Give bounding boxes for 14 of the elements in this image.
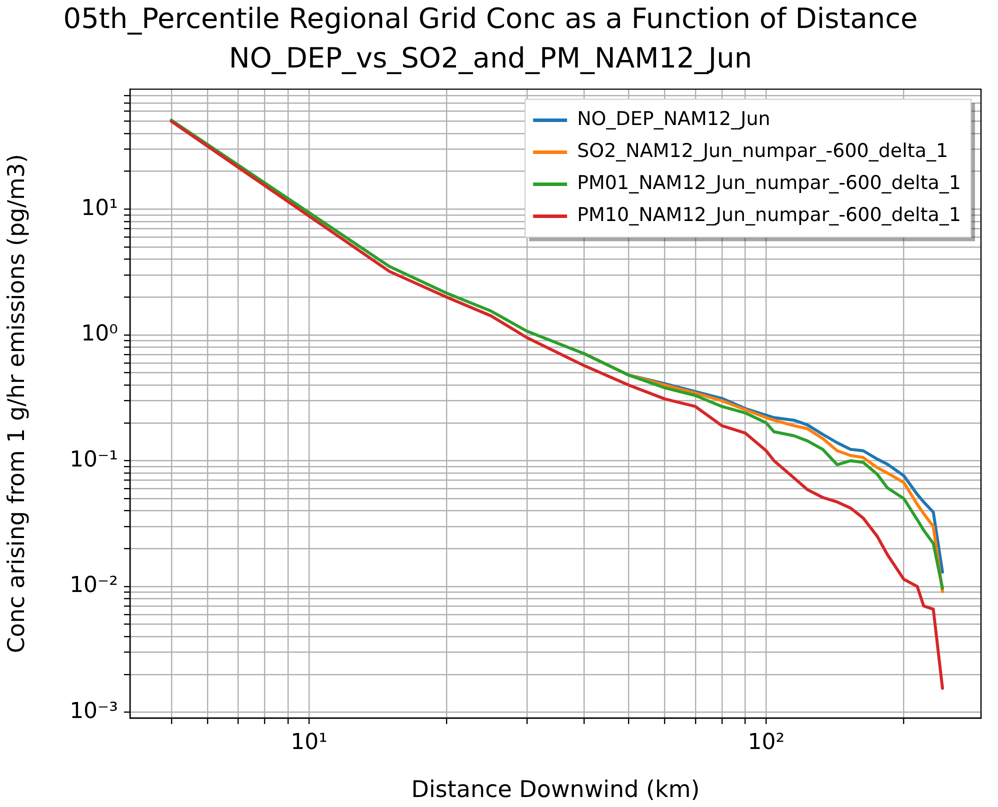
legend-label: SO2_NAM12_Jun_numpar_-600_delta_1 bbox=[577, 140, 948, 162]
legend-label: PM01_NAM12_Jun_numpar_-600_delta_1 bbox=[577, 172, 962, 194]
chart-subtitle: NO_DEP_vs_SO2_and_PM_NAM12_Jun bbox=[228, 42, 752, 75]
legend-label: PM10_NAM12_Jun_numpar_-600_delta_1 bbox=[577, 204, 962, 226]
legend-label: NO_DEP_NAM12_Jun bbox=[577, 108, 770, 130]
x-tick-label: 10² bbox=[748, 730, 785, 755]
y-tick-label: 10⁻³ bbox=[70, 698, 118, 724]
chart-title: 05th_Percentile Regional Grid Conc as a Function of Distance bbox=[63, 2, 918, 36]
y-tick-label: 10¹ bbox=[81, 196, 118, 221]
y-axis-title: Conc arising from 1 g/hr emissions (pg/m3) bbox=[4, 154, 30, 654]
y-tick-label: 10⁻² bbox=[70, 573, 118, 598]
y-tick-label: 10⁰ bbox=[81, 322, 118, 347]
x-axis-title: Distance Downwind (km) bbox=[411, 777, 700, 804]
y-tick-label: 10⁻¹ bbox=[70, 447, 118, 472]
